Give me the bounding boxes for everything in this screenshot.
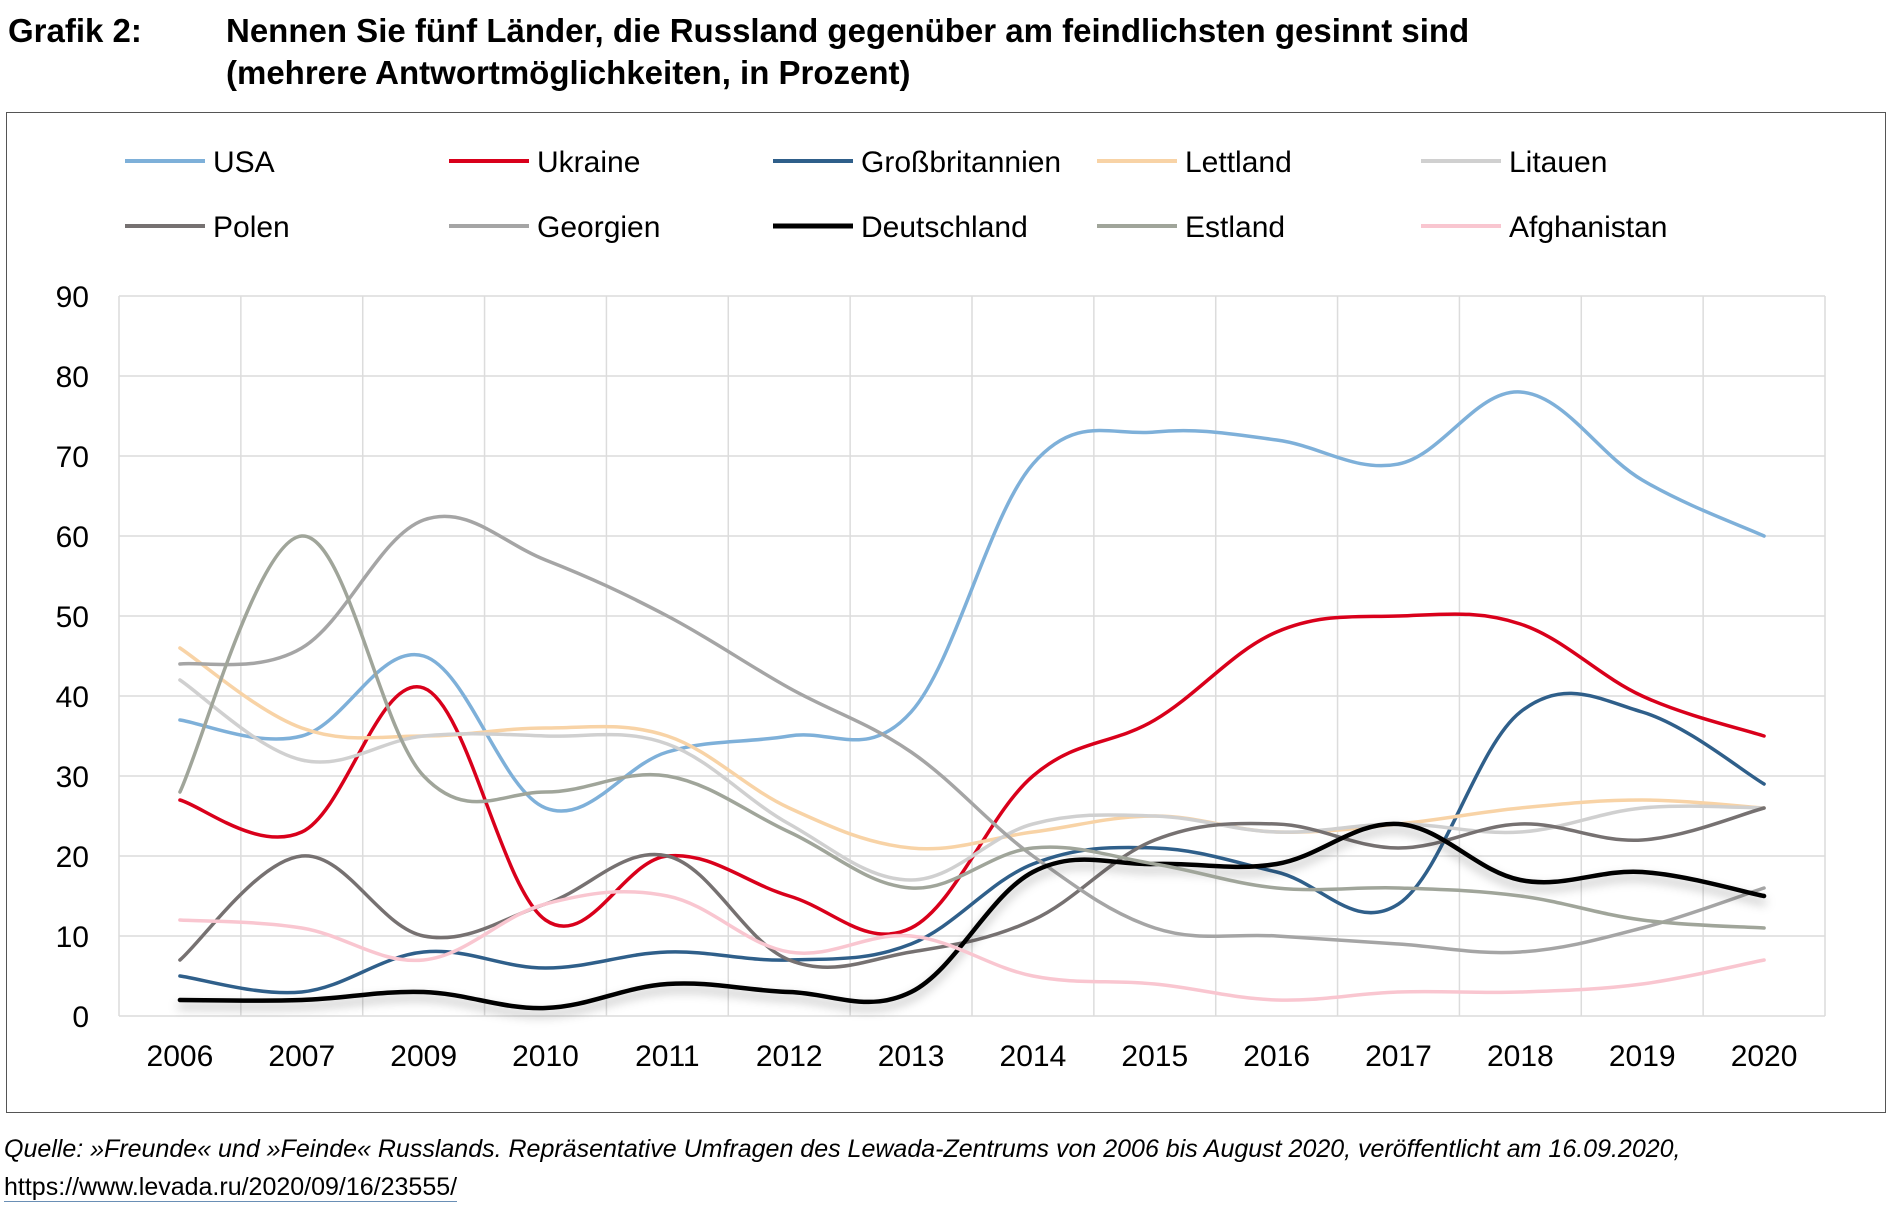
x-tick-label: 2012	[756, 1040, 823, 1073]
series-line-litauen	[178, 678, 1766, 882]
series-deutschland	[177, 821, 1767, 1011]
series-afghanistan	[178, 889, 1766, 1002]
x-tick-label: 2007	[268, 1040, 335, 1073]
series-litauen	[178, 678, 1766, 882]
legend-item-usa[interactable]: USA	[125, 146, 275, 179]
legend-label: Litauen	[1509, 146, 1607, 179]
x-tick-label: 2015	[1121, 1040, 1188, 1073]
legend-label: Deutschland	[861, 211, 1028, 244]
source-note: Quelle: »Freunde« und »Feinde« Russlands…	[4, 1130, 1680, 1206]
legend-item-grossbritannien[interactable]: Großbritannien	[773, 146, 1061, 179]
grid	[118, 295, 1826, 1017]
x-tick-label: 2019	[1609, 1040, 1676, 1073]
source-text: Quelle: »Freunde« und »Feinde« Russlands…	[4, 1135, 1681, 1163]
y-tick-label: 10	[56, 921, 89, 954]
legend-label: Lettland	[1185, 146, 1292, 179]
series-line-deutschland	[177, 821, 1767, 1011]
y-tick-label: 90	[56, 281, 89, 314]
line-chart: 0 10 20 30 40 50 60 70 80 90 2006 2007 2009 2010 2011…	[56, 146, 1826, 1073]
legend-item-deutschland[interactable]: Deutschland	[773, 211, 1028, 244]
legend-item-estland[interactable]: Estland	[1097, 211, 1285, 244]
x-tick-label: 2010	[512, 1040, 579, 1073]
x-tick-label: 2017	[1365, 1040, 1432, 1073]
series-line-georgien	[178, 514, 1766, 955]
legend-label: Polen	[213, 211, 290, 244]
y-axis-ticks: 0 10 20 30 40 50 60 70 80 90	[56, 281, 89, 1034]
y-tick-label: 40	[56, 681, 89, 714]
series-lines	[177, 390, 1767, 1011]
legend-label: Estland	[1185, 211, 1285, 244]
x-axis-ticks: 2006 2007 2009 2010 2011 2012 2013 2014 2015 2016…	[147, 1040, 1798, 1073]
series-line-usa	[178, 390, 1766, 813]
legend-label: Großbritannien	[861, 146, 1061, 179]
legend-item-polen[interactable]: Polen	[125, 211, 290, 244]
y-tick-label: 30	[56, 761, 89, 794]
legend-label: Ukraine	[537, 146, 640, 179]
legend-label: USA	[213, 146, 275, 179]
figure-label: Grafik 2:	[8, 12, 142, 49]
series-line-polen	[178, 806, 1766, 969]
legend-label: Georgien	[537, 211, 660, 244]
x-tick-label: 2006	[147, 1040, 214, 1073]
series-estland	[178, 534, 1766, 930]
chart-frame: 0 10 20 30 40 50 60 70 80 90 2006 2007 2009 2010 2011…	[6, 112, 1886, 1113]
title-text: Nennen Sie fünf Länder, die Russland geg…	[226, 10, 1876, 94]
series-line-ukraine	[178, 612, 1766, 936]
source-link[interactable]: https://www.levada.ru/2020/09/16/23555/	[4, 1173, 458, 1202]
x-tick-label: 2013	[878, 1040, 945, 1073]
x-tick-label: 2014	[1000, 1040, 1067, 1073]
legend-label: Afghanistan	[1509, 211, 1667, 244]
y-tick-label: 60	[56, 521, 89, 554]
legend-item-lettland[interactable]: Lettland	[1097, 146, 1292, 179]
y-tick-label: 20	[56, 841, 89, 874]
title-line-1: Nennen Sie fünf Länder, die Russland geg…	[226, 12, 1470, 49]
legend-item-litauen[interactable]: Litauen	[1421, 146, 1607, 179]
x-tick-label: 2009	[390, 1040, 457, 1073]
y-tick-label: 50	[56, 601, 89, 634]
y-tick-label: 70	[56, 441, 89, 474]
x-tick-label: 2018	[1487, 1040, 1554, 1073]
legend-item-ukraine[interactable]: Ukraine	[449, 146, 640, 179]
series-line-estland	[178, 534, 1766, 930]
title-line-2: (mehrere Antwortmöglichkeiten, in Prozen…	[226, 54, 911, 91]
y-tick-label: 80	[56, 361, 89, 394]
y-tick-label: 0	[72, 1001, 89, 1034]
legend-item-georgien[interactable]: Georgien	[449, 211, 660, 244]
x-tick-label: 2016	[1243, 1040, 1310, 1073]
series-usa	[178, 390, 1766, 813]
x-tick-label: 2020	[1731, 1040, 1798, 1073]
series-georgien	[178, 514, 1766, 955]
series-line-afghanistan	[178, 889, 1766, 1002]
series-ukraine	[178, 612, 1766, 936]
legend: USA Ukraine Großbritannien Lettland Litauen P…	[125, 146, 1667, 244]
legend-item-afghanistan[interactable]: Afghanistan	[1421, 211, 1667, 244]
x-tick-label: 2011	[635, 1040, 700, 1073]
